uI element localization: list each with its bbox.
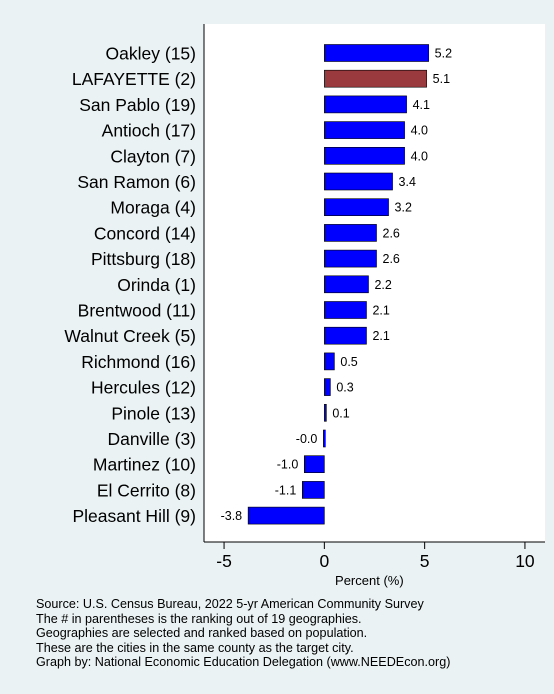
x-axis-title: Percent (%) bbox=[335, 573, 404, 588]
value-label: 2.2 bbox=[374, 278, 391, 292]
value-label: -1.0 bbox=[277, 458, 299, 472]
category-label: Antioch (17) bbox=[102, 121, 196, 141]
category-label: Walnut Creek (5) bbox=[64, 326, 196, 346]
value-labels: 5.2 5.14.1 4.0 4.0 3.4 3.2 2.6 2.6 2.2 2.1 2.1 0.5 0… bbox=[221, 47, 453, 524]
bars-group bbox=[247, 44, 429, 525]
bar bbox=[324, 378, 331, 396]
category-label: El Cerrito (8) bbox=[97, 480, 196, 500]
value-label: 5.1 bbox=[433, 72, 450, 86]
category-label: Brentwood (11) bbox=[78, 301, 196, 321]
category-label: Clayton (7) bbox=[110, 146, 196, 166]
category-label: Pleasant Hill (9) bbox=[72, 506, 196, 526]
x-axis: -5 0 5 10 bbox=[203, 24, 545, 571]
value-label: 3.2 bbox=[395, 201, 412, 215]
note-selection: Geographies are selected and ranked base… bbox=[36, 626, 368, 641]
category-label: Orinda (1) bbox=[117, 275, 196, 295]
value-label: 0.5 bbox=[340, 355, 357, 369]
value-label: 2.1 bbox=[372, 304, 389, 318]
bar bbox=[324, 403, 327, 422]
bar bbox=[301, 481, 325, 499]
x-tick-label: 10 bbox=[515, 551, 535, 571]
x-tick-label: 5 bbox=[420, 551, 430, 571]
bar bbox=[324, 95, 407, 114]
category-label: San Pablo (19) bbox=[79, 95, 196, 115]
category-label: Pittsburg (18) bbox=[91, 249, 196, 269]
value-label: 5.2 bbox=[435, 47, 452, 61]
note-source: Source: U.S. Census Bureau, 2022 5-yr Am… bbox=[36, 597, 424, 611]
x-tick-label: -5 bbox=[216, 551, 232, 571]
category-label: Pinole (13) bbox=[111, 403, 196, 423]
value-label: 0.1 bbox=[332, 406, 349, 420]
bar bbox=[324, 121, 405, 139]
value-label: -0.0 bbox=[296, 432, 318, 446]
bar bbox=[324, 224, 377, 242]
bar bbox=[323, 429, 326, 448]
bar bbox=[303, 455, 325, 474]
value-label: 2.1 bbox=[372, 329, 389, 343]
value-label: 3.4 bbox=[399, 175, 416, 189]
value-label: -1.1 bbox=[275, 483, 297, 497]
bar bbox=[324, 326, 367, 345]
note-ranking: The # in parentheses is the ranking out … bbox=[36, 611, 362, 626]
category-labels: Oakley (15) LAFAYETTE (2) San Pablo (19) An… bbox=[64, 44, 196, 527]
value-label: 4.0 bbox=[411, 149, 428, 163]
category-label: Hercules (12) bbox=[91, 378, 196, 398]
value-label: 2.6 bbox=[383, 226, 400, 240]
bar bbox=[324, 352, 335, 371]
value-label: -3.8 bbox=[221, 509, 243, 523]
bar bbox=[324, 198, 389, 216]
bar bbox=[324, 147, 405, 165]
chart-notes: Source: U.S. Census Bureau, 2022 5-yr Am… bbox=[36, 597, 546, 670]
category-label: San Ramon (6) bbox=[77, 172, 196, 192]
value-label: 0.3 bbox=[336, 381, 353, 395]
note-credit: Graph by: National Economic Education De… bbox=[36, 655, 451, 670]
category-label: Concord (14) bbox=[94, 223, 196, 243]
bar bbox=[324, 249, 377, 268]
category-label: Danville (3) bbox=[108, 429, 197, 449]
category-label: Oakley (15) bbox=[106, 44, 196, 64]
bar bbox=[324, 301, 367, 319]
category-label: Richmond (16) bbox=[81, 352, 196, 372]
bar bbox=[324, 172, 393, 191]
bar bbox=[324, 275, 369, 294]
note-scope: These are the cities in the same county … bbox=[36, 640, 354, 655]
bar bbox=[324, 69, 427, 88]
x-tick-label: 0 bbox=[319, 551, 329, 571]
category-label: Moraga (4) bbox=[110, 198, 196, 218]
value-label: 4.1 bbox=[413, 98, 430, 112]
value-label: 2.6 bbox=[383, 252, 400, 266]
bar bbox=[247, 506, 325, 525]
bar bbox=[324, 44, 429, 62]
value-label: 4.0 bbox=[411, 124, 428, 138]
category-label: LAFAYETTE (2) bbox=[72, 69, 196, 89]
category-label: Martinez (10) bbox=[93, 455, 196, 475]
